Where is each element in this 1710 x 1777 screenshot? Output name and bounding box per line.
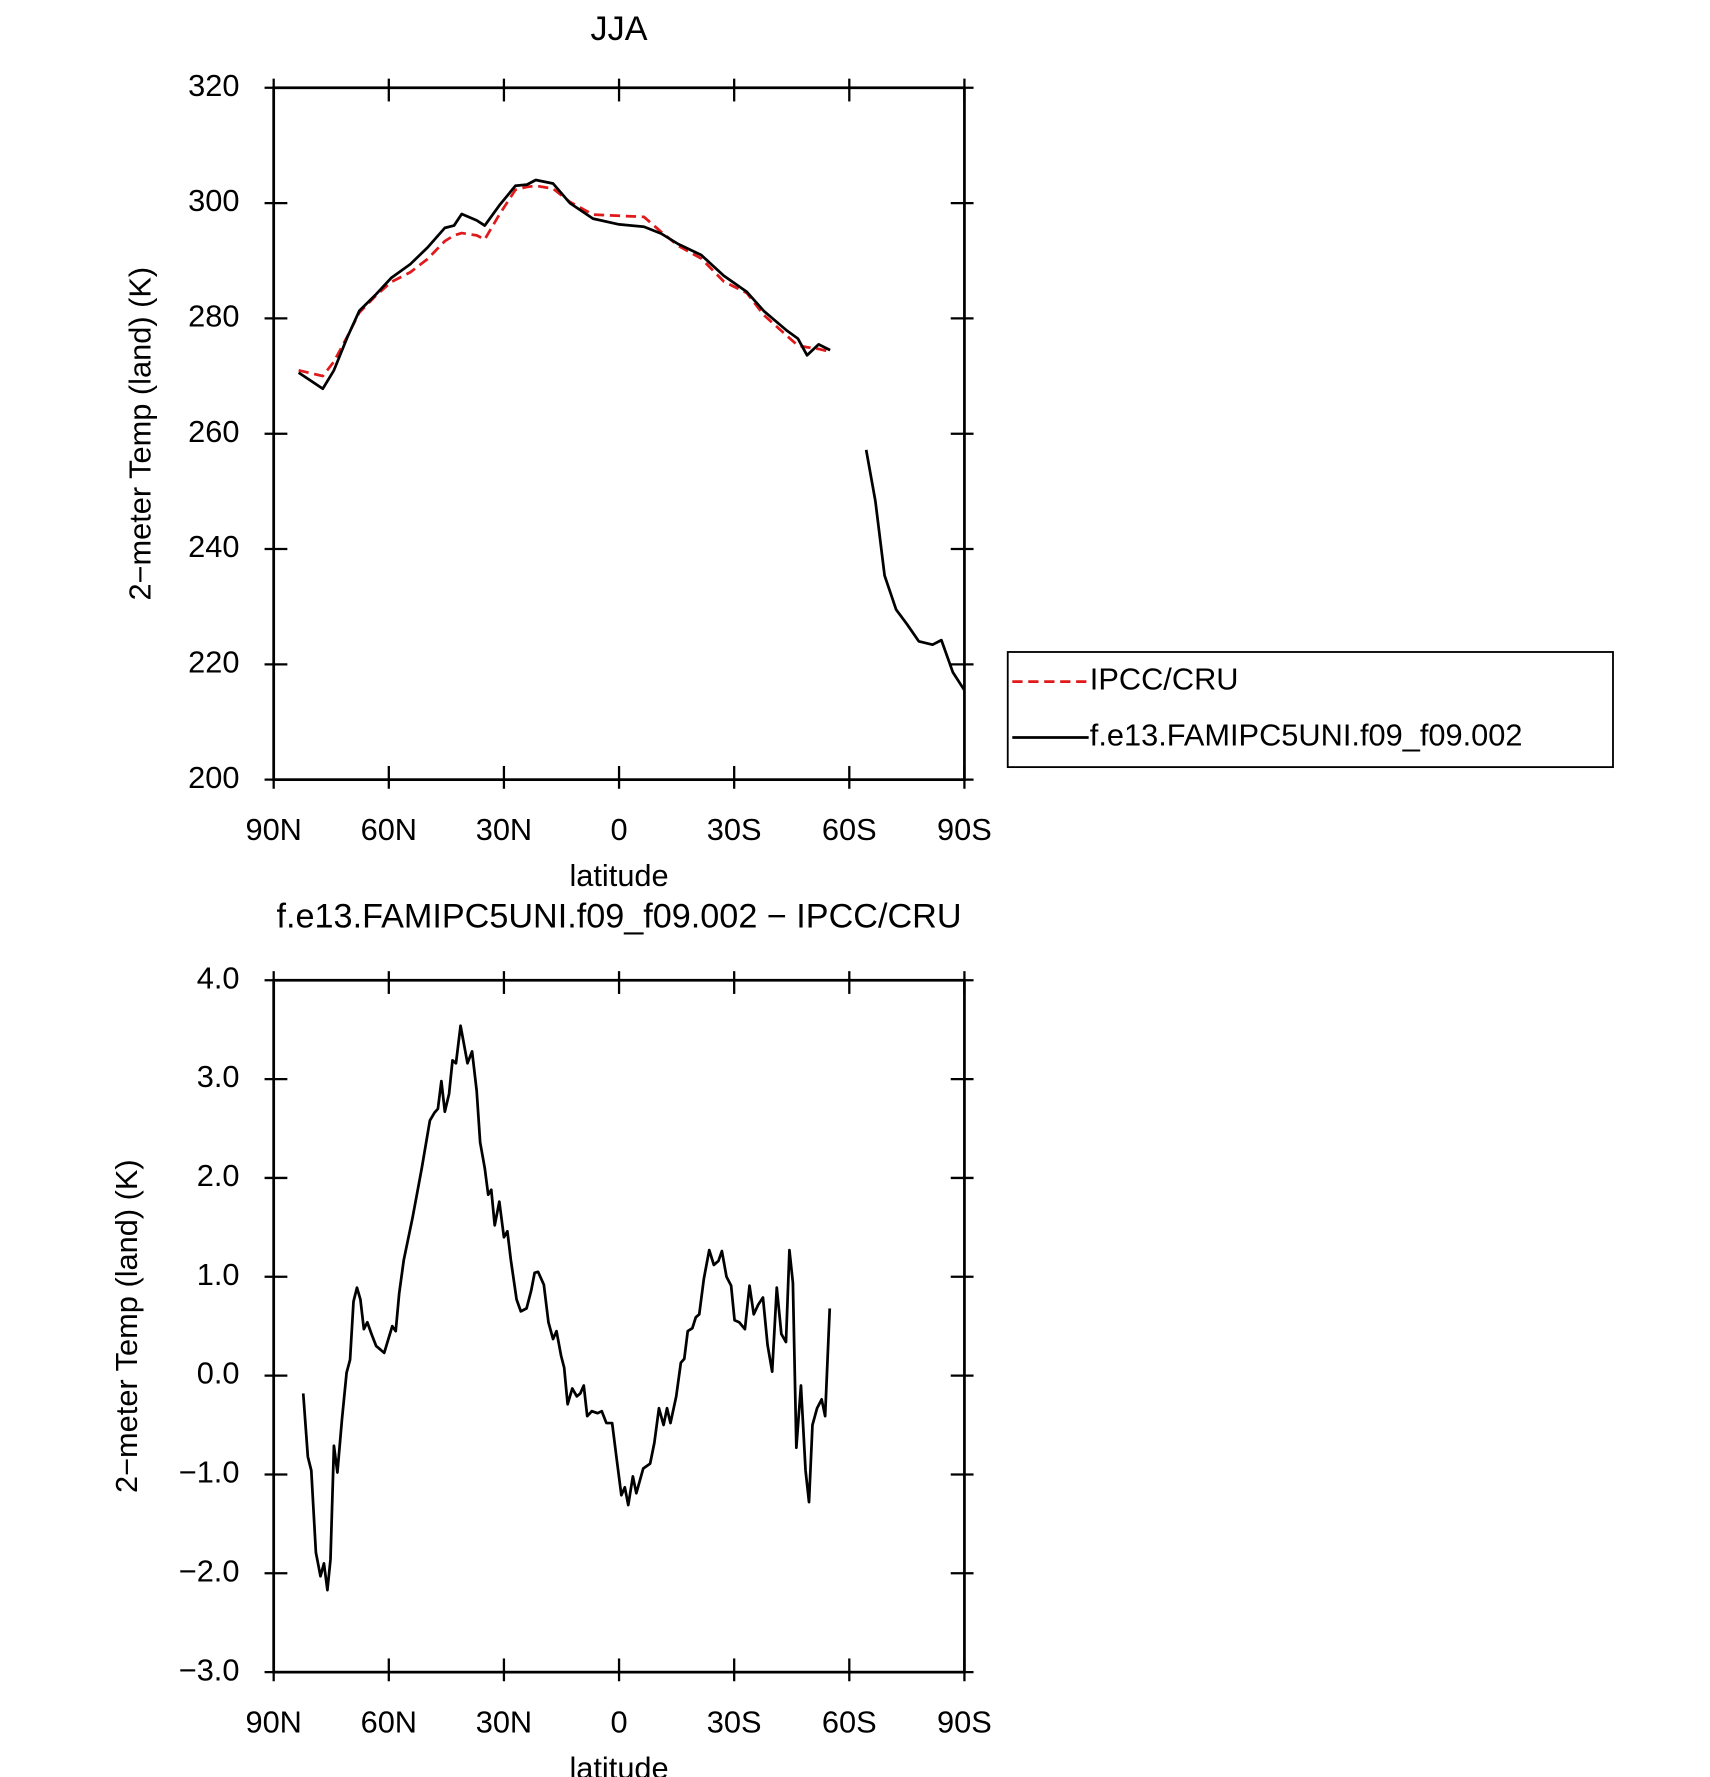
y-tick-label: 280 [188, 299, 239, 334]
y-tick-label: 320 [188, 68, 239, 103]
y-tick-label: 200 [188, 760, 239, 795]
series-line [301, 1024, 832, 1592]
legend-label: f.e13.FAMIPC5UNI.f09_f09.002 [1090, 718, 1523, 753]
x-tick-label: 90S [937, 1705, 992, 1740]
y-tick-label: 240 [188, 529, 239, 564]
x-tick-label: 30N [476, 812, 532, 847]
y-axis-label: 2−meter Temp (land) (K) [123, 267, 158, 601]
y-tick-label: 2.0 [197, 1158, 240, 1193]
x-tick-label: 90S [937, 812, 992, 847]
plot-frame [272, 86, 966, 782]
series-line [297, 178, 966, 692]
plot-frame [272, 978, 966, 1674]
legend-box [1006, 651, 1614, 769]
x-tick-label: 30N [476, 1705, 532, 1740]
y-tick-label: 0.0 [197, 1356, 240, 1391]
chart-title: JJA [591, 10, 648, 48]
y-tick-label: 300 [188, 183, 239, 218]
x-tick-label: 60S [822, 1705, 877, 1740]
y-tick-label: 1.0 [197, 1257, 240, 1292]
x-tick-label: 30S [707, 812, 762, 847]
x-tick-label: 0 [610, 812, 627, 847]
x-tick-label: 60S [822, 812, 877, 847]
x-tick-label: 90N [245, 1705, 301, 1740]
chart-title: f.e13.FAMIPC5UNI.f09_f09.002 − IPCC/CRU [277, 898, 962, 936]
y-tick-label: −3.0 [179, 1652, 240, 1687]
x-tick-label: 60N [361, 1705, 417, 1740]
y-tick-label: 3.0 [197, 1059, 240, 1094]
x-axis-label: latitude [569, 858, 668, 893]
y-tick-label: 220 [188, 644, 239, 679]
series-line [298, 184, 831, 378]
x-axis-label: latitude [569, 1750, 668, 1777]
y-tick-label: 260 [188, 414, 239, 449]
y-axis-label: 2−meter Temp (land) (K) [109, 1159, 144, 1493]
x-tick-label: 30S [707, 1705, 762, 1740]
y-tick-label: −2.0 [179, 1553, 240, 1588]
y-tick-label: 4.0 [197, 960, 240, 995]
y-tick-label: −1.0 [179, 1455, 240, 1490]
x-tick-label: 90N [245, 812, 301, 847]
x-tick-label: 60N [361, 812, 417, 847]
legend-label: IPCC/CRU [1090, 662, 1239, 697]
x-tick-label: 0 [610, 1705, 627, 1740]
